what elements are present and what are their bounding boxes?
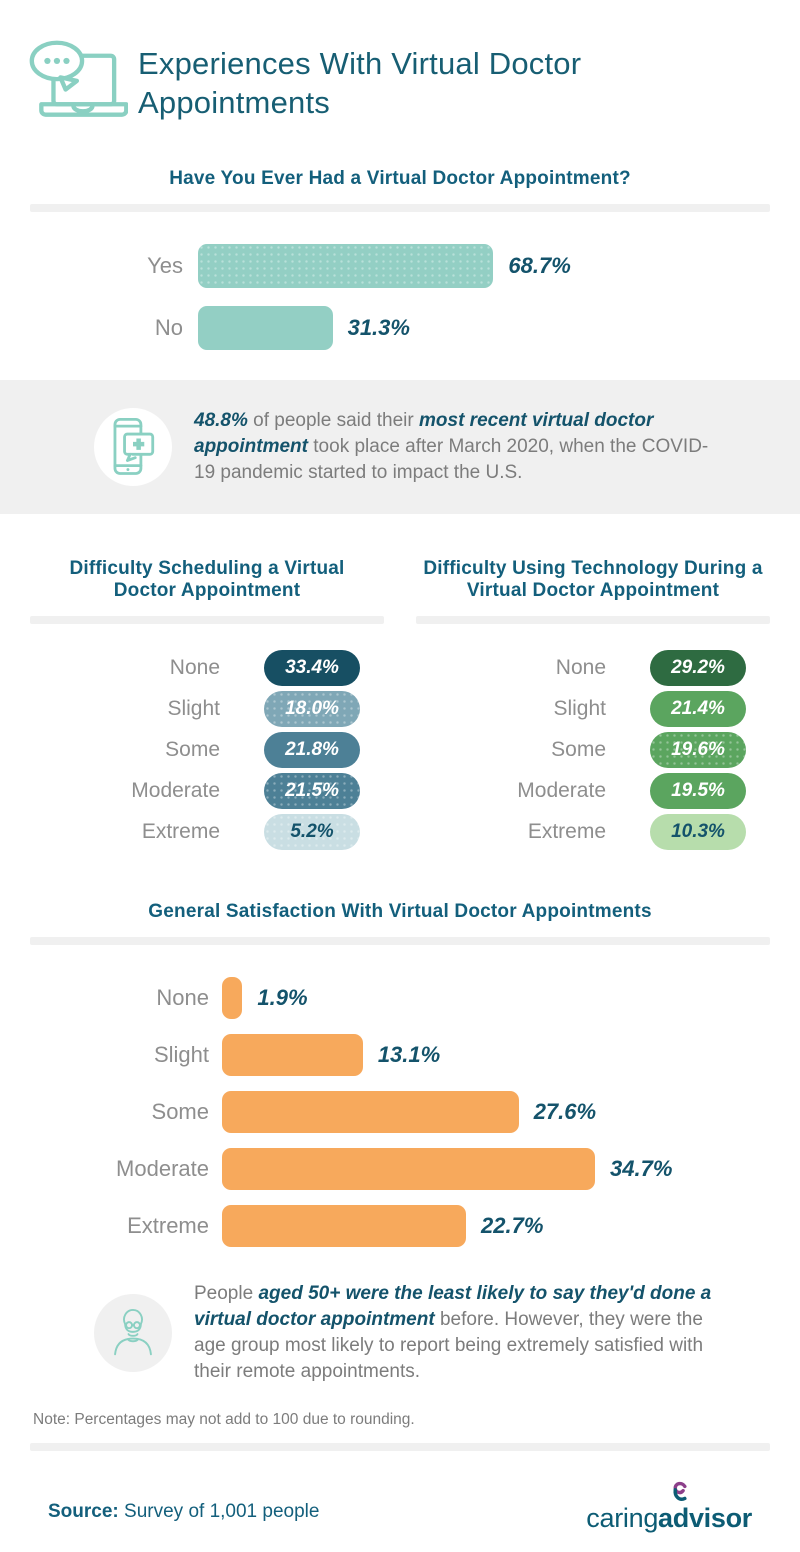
covid-callout: 48.8% of people said their most recent v… bbox=[0, 380, 800, 514]
bar-extreme bbox=[222, 1205, 467, 1247]
age-callout: People aged 50+ were the least likely to… bbox=[30, 1281, 770, 1385]
rounding-note: Note: Percentages may not add to 100 due… bbox=[33, 1411, 415, 1428]
infographic-page: Experiences With Virtual Doctor Appointm… bbox=[0, 36, 800, 1534]
pill-label: Extreme bbox=[527, 820, 606, 843]
bar-value: 31.3% bbox=[347, 315, 410, 340]
logo-caring: caring bbox=[586, 1503, 659, 1533]
bar-yes bbox=[198, 244, 494, 288]
pill-label: Some bbox=[551, 738, 606, 761]
laptop-chat-icon bbox=[29, 40, 128, 117]
difficulty-scheduling-chart: Difficulty Scheduling a Virtual Doctor A… bbox=[30, 556, 384, 855]
pill-value-badge: 33.4% bbox=[264, 650, 360, 686]
pill-row: Moderate 21.5% bbox=[30, 773, 384, 809]
footer: Source: Survey of 1,001 people caringadv… bbox=[30, 1481, 770, 1534]
pill-label: Slight bbox=[553, 697, 606, 720]
pill-row: None 33.4% bbox=[30, 650, 384, 686]
age-callout-text: People aged 50+ were the least likely to… bbox=[194, 1283, 712, 1382]
pill-label: None bbox=[555, 656, 606, 679]
source-text: Survey of 1,001 people bbox=[118, 1500, 320, 1522]
satisfaction-chart-section: General Satisfaction With Virtual Doctor… bbox=[30, 901, 770, 1247]
bar-row-no: No 31.3% bbox=[30, 306, 770, 350]
pill-row: Slight 21.4% bbox=[416, 691, 770, 727]
bar-row: Moderate 34.7% bbox=[30, 1148, 770, 1190]
bar-label: Moderate bbox=[116, 1156, 209, 1181]
yes-no-chart-title: Have You Ever Had a Virtual Doctor Appoi… bbox=[169, 168, 631, 189]
bar-value: 1.9% bbox=[257, 985, 308, 1010]
bar-no bbox=[198, 306, 333, 350]
source-line: Source: Survey of 1,001 people bbox=[48, 1501, 319, 1523]
divider bbox=[416, 616, 770, 624]
pill-label: Slight bbox=[167, 697, 220, 720]
pill-label: Moderate bbox=[131, 779, 220, 802]
covid-callout-text: 48.8% of people said their most recent v… bbox=[194, 410, 709, 483]
yes-no-chart-section: Have You Ever Had a Virtual Doctor Appoi… bbox=[30, 168, 770, 350]
bar-label: None bbox=[156, 985, 209, 1010]
page-title: Experiences With Virtual Doctor Appointm… bbox=[138, 46, 582, 120]
heart-swirl-icon bbox=[673, 1481, 687, 1501]
pill-value-badge: 10.3% bbox=[650, 814, 746, 850]
divider bbox=[30, 616, 384, 624]
bar-value: 34.7% bbox=[610, 1156, 673, 1181]
bar-label: Extreme bbox=[127, 1213, 209, 1238]
bar-label: Slight bbox=[153, 1042, 209, 1067]
bar-value: 27.6% bbox=[533, 1099, 597, 1124]
pill-value-badge: 18.0% bbox=[264, 691, 360, 727]
pill-row: Some 19.6% bbox=[416, 732, 770, 768]
bar-none bbox=[222, 977, 243, 1019]
bar-value: 13.1% bbox=[377, 1042, 441, 1067]
bar-label: No bbox=[154, 315, 183, 340]
source-label: Source: bbox=[48, 1500, 119, 1522]
bar-some bbox=[222, 1091, 519, 1133]
bar-row-yes: Yes 68.7% bbox=[30, 244, 770, 288]
pill-value-badge: 21.5% bbox=[264, 773, 360, 809]
pill-value-badge: 19.5% bbox=[650, 773, 746, 809]
pill-row: Extreme 5.2% bbox=[30, 814, 384, 850]
pill-label: None bbox=[169, 656, 220, 679]
difficulty-technology-chart: Difficulty Using Technology During a Vir… bbox=[416, 556, 770, 855]
bar-row: None 1.9% bbox=[30, 977, 770, 1019]
pill-value-badge: 21.4% bbox=[650, 691, 746, 727]
phone-medical-icon bbox=[113, 417, 155, 475]
pill-label: Some bbox=[165, 738, 220, 761]
header: Experiences With Virtual Doctor Appointm… bbox=[29, 36, 770, 124]
callout-icon-circle bbox=[94, 408, 172, 486]
pill-value-badge: 21.8% bbox=[264, 732, 360, 768]
pill-value-badge: 19.6% bbox=[650, 732, 746, 768]
divider bbox=[30, 937, 770, 945]
bar-row: Extreme 22.7% bbox=[30, 1205, 770, 1247]
pill-row: Moderate 19.5% bbox=[416, 773, 770, 809]
caringadvisor-logo: caringadvisor bbox=[586, 1481, 752, 1534]
bar-label: Yes bbox=[147, 253, 183, 278]
bar-slight bbox=[222, 1034, 363, 1076]
bar-row: Slight 13.1% bbox=[30, 1034, 770, 1076]
bar-moderate bbox=[222, 1148, 596, 1190]
satisfaction-chart-title: General Satisfaction With Virtual Doctor… bbox=[148, 901, 652, 922]
divider bbox=[30, 204, 770, 212]
difficulty-charts: Difficulty Scheduling a Virtual Doctor A… bbox=[30, 556, 770, 855]
pill-row: Slight 18.0% bbox=[30, 691, 384, 727]
divider bbox=[30, 1443, 770, 1451]
scheduling-chart-title: Difficulty Scheduling a Virtual Doctor A… bbox=[69, 558, 345, 601]
pill-label: Moderate bbox=[517, 779, 606, 802]
callout-icon-circle bbox=[94, 1294, 172, 1372]
pill-value-badge: 5.2% bbox=[264, 814, 360, 850]
technology-chart-title: Difficulty Using Technology During a Vir… bbox=[423, 558, 763, 601]
pill-row: Some 21.8% bbox=[30, 732, 384, 768]
pill-row: None 29.2% bbox=[416, 650, 770, 686]
senior-person-icon bbox=[114, 1308, 152, 1356]
pill-label: Extreme bbox=[141, 820, 220, 843]
pill-row: Extreme 10.3% bbox=[416, 814, 770, 850]
pill-value-badge: 29.2% bbox=[650, 650, 746, 686]
bar-label: Some bbox=[151, 1099, 209, 1124]
bar-value: 22.7% bbox=[481, 1213, 544, 1238]
bar-value: 68.7% bbox=[508, 253, 571, 278]
bar-row: Some 27.6% bbox=[30, 1091, 770, 1133]
